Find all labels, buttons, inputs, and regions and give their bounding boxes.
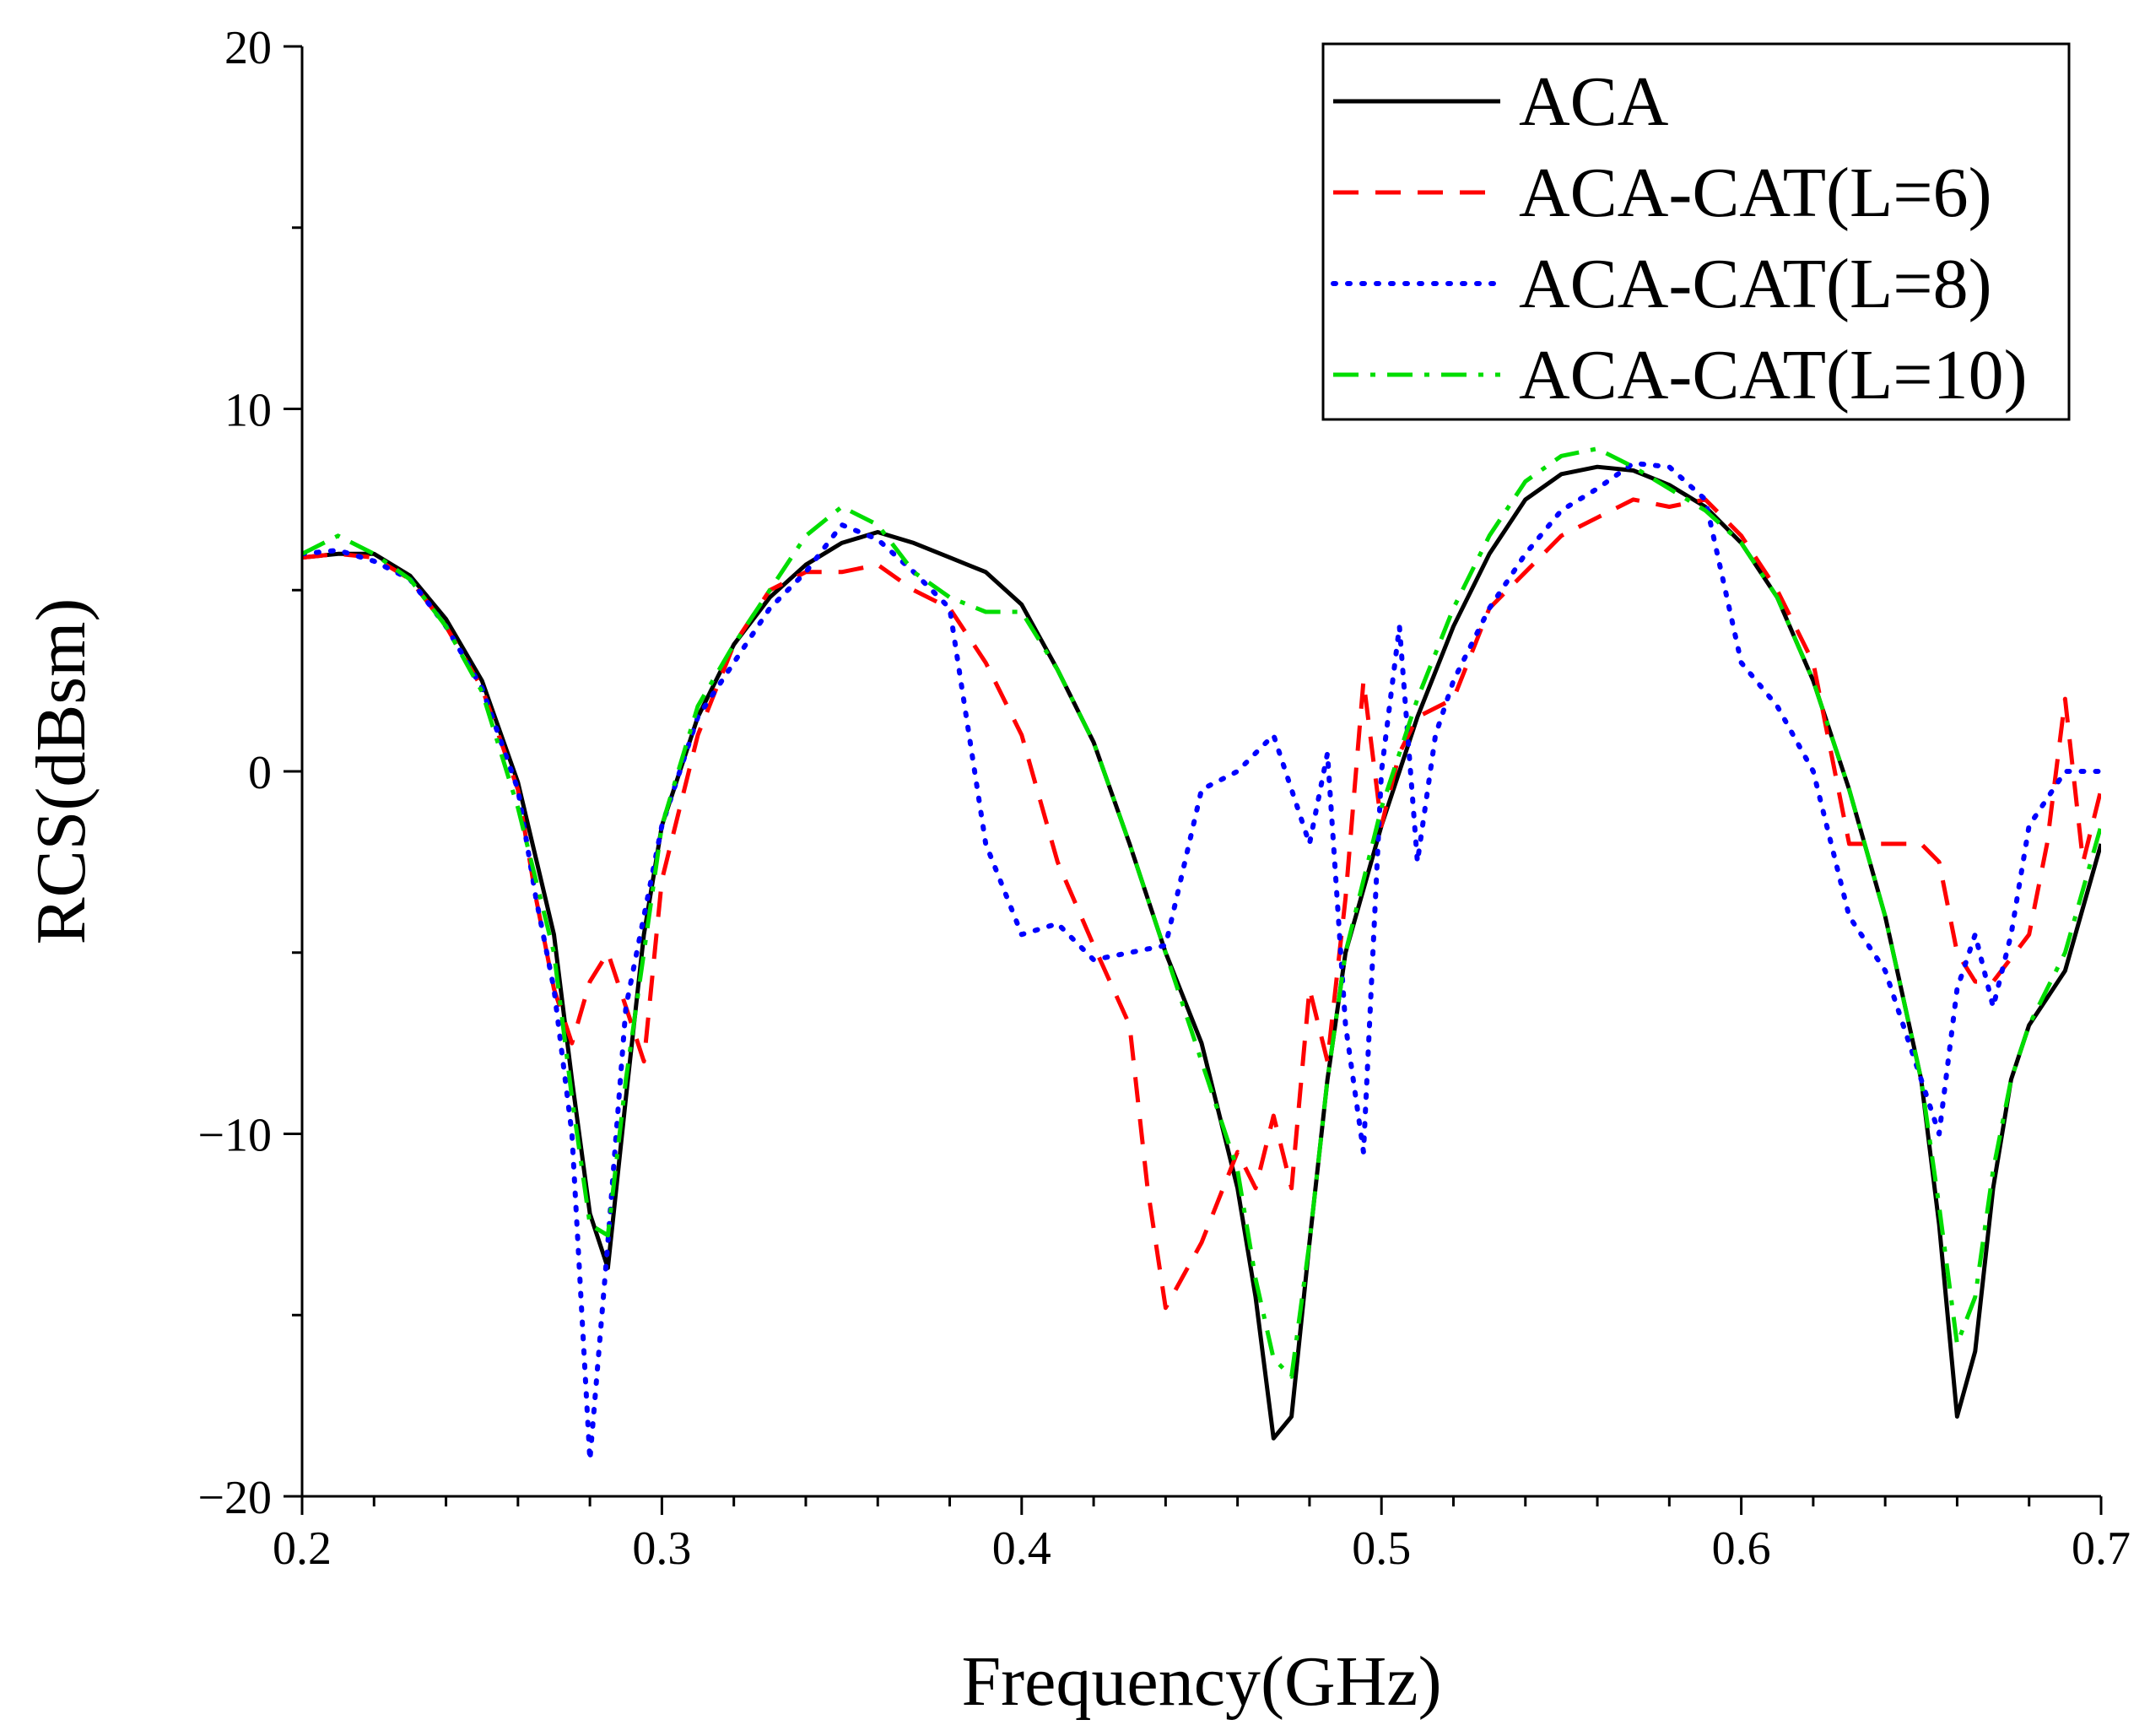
axes: 0.2 0.3 0.4 0.5 0.6 0.7 −20 −10 0 10 20 bbox=[197, 22, 2131, 1575]
y-tick-label: 0 bbox=[248, 747, 272, 799]
legend-label-3: ACA-CAT(L=8) bbox=[1519, 245, 1992, 323]
legend-label-4: ACA-CAT(L=10) bbox=[1519, 336, 2028, 414]
legend: ACA ACA-CAT(L=6) ACA-CAT(L=8) ACA-CAT(L=10) bbox=[1321, 42, 2071, 421]
y-tick-label: −10 bbox=[197, 1110, 272, 1162]
y-tick-label: 10 bbox=[224, 385, 272, 437]
x-tick-label: 0.4 bbox=[992, 1522, 1051, 1575]
x-tick-label: 0.6 bbox=[1712, 1522, 1771, 1575]
x-axis-title: Frequency(GHz) bbox=[961, 1642, 1441, 1721]
series-line-4 bbox=[302, 446, 2101, 1379]
y-tick-label: 20 bbox=[224, 22, 272, 74]
x-tick-label: 0.7 bbox=[2072, 1522, 2131, 1575]
legend-box bbox=[1321, 42, 2071, 421]
y-axis-title: RCS(dBsm) bbox=[22, 598, 100, 945]
x-tick-label: 0.5 bbox=[1352, 1522, 1411, 1575]
legend-label-1: ACA bbox=[1519, 62, 1669, 141]
y-tick-label: −20 bbox=[197, 1472, 272, 1524]
x-tick-label: 0.3 bbox=[632, 1522, 691, 1575]
legend-label-2: ACA-CAT(L=6) bbox=[1519, 154, 1992, 232]
series-line-2 bbox=[302, 497, 2101, 1311]
x-tick-label: 0.2 bbox=[273, 1522, 332, 1575]
series-line-3 bbox=[302, 460, 2101, 1463]
series-line-1 bbox=[302, 464, 2101, 1441]
series-layer bbox=[302, 446, 2101, 1463]
